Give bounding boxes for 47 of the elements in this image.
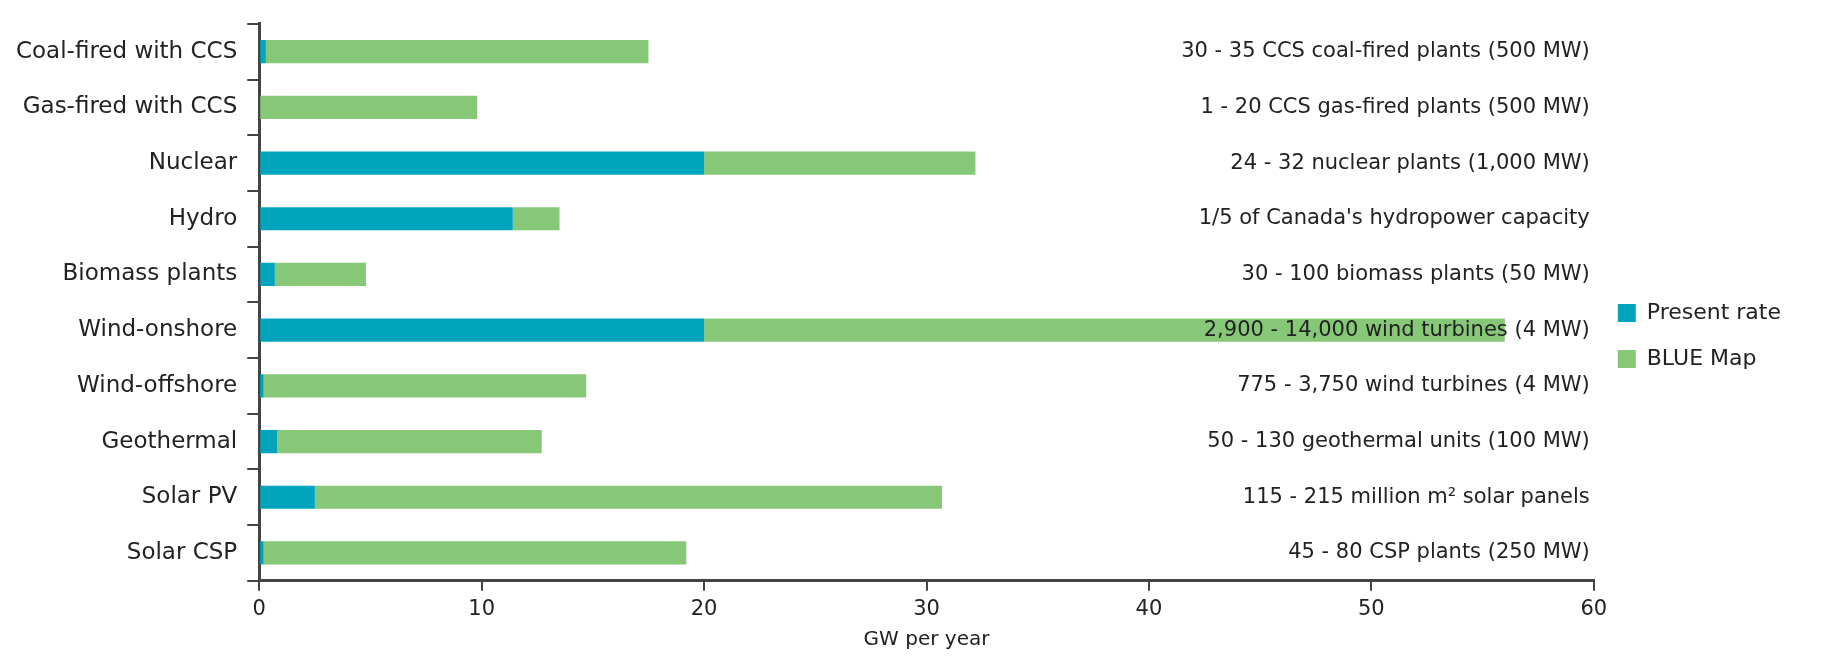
- x-tick-label: 10: [468, 595, 496, 620]
- y-tick-label: Coal-fired with CCS: [15, 36, 238, 63]
- bar: [263, 374, 587, 398]
- bar: [260, 40, 266, 64]
- bar: [260, 95, 478, 119]
- x-tick-label: 60: [1580, 595, 1608, 620]
- bar: [265, 40, 649, 64]
- annotation: 45 - 80 CSP plants (250 MW): [1288, 539, 1590, 564]
- bar: [314, 485, 943, 509]
- x-tick-label: 30: [913, 595, 940, 620]
- y-tick-label: Geothermal: [101, 426, 238, 453]
- bar: [260, 262, 275, 287]
- x-tick-label: 0: [252, 595, 266, 620]
- y-tick-label: Wind-offshore: [77, 370, 238, 397]
- bar: [277, 429, 542, 454]
- legend-label: BLUE Map: [1646, 344, 1757, 370]
- y-tick-label: Hydro: [168, 203, 238, 230]
- bar: [260, 207, 513, 231]
- y-tick-label: Nuclear: [148, 148, 238, 175]
- annotation: 115 - 215 million m² solar panels: [1242, 483, 1590, 508]
- x-tick-label: 20: [690, 595, 718, 620]
- annotation: 24 - 32 nuclear plants (1,000 MW): [1230, 149, 1590, 174]
- annotation: 30 - 100 biomass plants (50 MW): [1241, 260, 1590, 285]
- annotation: 50 - 130 geothermal units (100 MW): [1207, 428, 1590, 452]
- bar: [260, 374, 264, 398]
- y-tick-label: Biomass plants: [62, 259, 238, 286]
- x-tick-label: 40: [1135, 595, 1163, 620]
- annotation: 30 - 35 CCS coal-fired plants (500 MW): [1181, 38, 1590, 63]
- annotation: 775 - 3,750 wind turbines (4 MW): [1237, 372, 1590, 397]
- bar: [260, 429, 278, 454]
- bar: [260, 151, 705, 175]
- y-tick-label: Wind-onshore: [78, 315, 238, 342]
- bar: [263, 541, 687, 565]
- x-tick-label: 50: [1357, 595, 1385, 620]
- annotation: 1 - 20 CCS gas-fired plants (500 MW): [1200, 93, 1590, 118]
- y-tick-label: Solar PV: [141, 482, 238, 509]
- legend-label: Present rate: [1646, 298, 1782, 324]
- bar: [512, 207, 560, 231]
- bar: [260, 541, 264, 565]
- y-tick-label: Solar CSP: [126, 537, 238, 564]
- bar: [260, 485, 315, 509]
- bar: [274, 262, 366, 287]
- annotation: 1/5 of Canada's hydropower capacity: [1198, 205, 1590, 230]
- y-tick-label: Gas-fired with CCS: [22, 92, 238, 119]
- bar: [704, 151, 976, 175]
- x-axis-title: GW per year: [863, 626, 991, 651]
- bar: [260, 318, 705, 342]
